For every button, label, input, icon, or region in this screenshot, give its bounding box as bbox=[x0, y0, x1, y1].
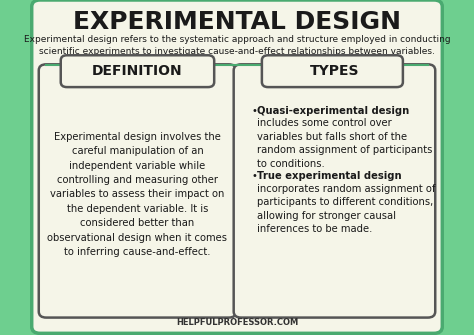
FancyBboxPatch shape bbox=[61, 55, 214, 87]
Text: includes some control over
variables but falls short of the
random assignment of: includes some control over variables but… bbox=[257, 118, 432, 169]
Text: HELPFULPROFESSOR.COM: HELPFULPROFESSOR.COM bbox=[176, 318, 298, 327]
FancyBboxPatch shape bbox=[262, 55, 403, 87]
Text: EXPERIMENTAL DESIGN: EXPERIMENTAL DESIGN bbox=[73, 10, 401, 34]
Text: •: • bbox=[252, 171, 261, 181]
FancyBboxPatch shape bbox=[39, 64, 236, 318]
Text: True experimental design: True experimental design bbox=[257, 171, 401, 181]
Text: TYPES: TYPES bbox=[310, 64, 359, 78]
Text: •: • bbox=[252, 106, 261, 116]
Text: incorporates random assignment of
participants to different conditions,
allowing: incorporates random assignment of partic… bbox=[257, 184, 436, 234]
FancyBboxPatch shape bbox=[234, 64, 435, 318]
Text: Experimental design refers to the systematic approach and structure employed in : Experimental design refers to the system… bbox=[24, 35, 450, 56]
Text: DEFINITION: DEFINITION bbox=[92, 64, 183, 78]
Text: Experimental design involves the
careful manipulation of an
independent variable: Experimental design involves the careful… bbox=[47, 132, 228, 257]
FancyBboxPatch shape bbox=[32, 0, 442, 333]
Text: Quasi-experimental design: Quasi-experimental design bbox=[257, 106, 409, 116]
